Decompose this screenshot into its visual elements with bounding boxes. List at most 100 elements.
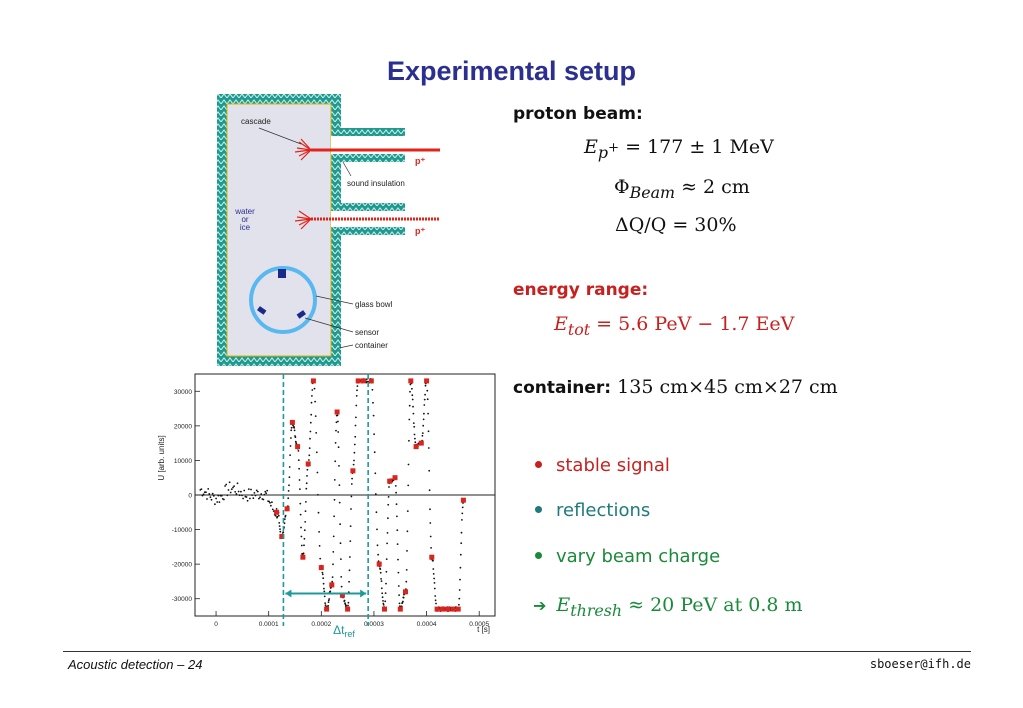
signal-point (271, 508, 274, 511)
signal-point (422, 424, 425, 427)
signal-point (253, 492, 256, 494)
sample-marker (424, 378, 430, 384)
signal-point (309, 421, 312, 424)
signal-point (205, 491, 207, 494)
signal-point (405, 569, 408, 571)
signal-point (201, 494, 204, 497)
signal-point (434, 599, 437, 602)
signal-point (278, 522, 281, 524)
signal-point (423, 404, 426, 406)
sample-marker (345, 606, 351, 612)
sample-marker (289, 419, 295, 425)
signal-point (347, 604, 349, 607)
signal-point (290, 429, 293, 432)
signal-point (412, 412, 415, 415)
signal-point (338, 465, 340, 467)
signal-point (434, 595, 437, 597)
signal-point (380, 578, 382, 580)
sample-marker (350, 468, 356, 474)
signal-point (429, 522, 432, 524)
signal-point (298, 479, 301, 481)
signal-point (408, 404, 411, 407)
glass-bowl (249, 266, 317, 334)
sensor-top (278, 269, 286, 278)
beam-energy-equation: Ep+ = 177 ± 1 MeV (584, 136, 774, 162)
signal-point (328, 598, 331, 600)
signal-point (332, 563, 334, 566)
signal-point (230, 488, 233, 491)
signal-point (460, 542, 463, 545)
signal-point (323, 595, 326, 598)
signal-point (319, 557, 322, 560)
signal-point (405, 580, 408, 583)
signal-point (288, 484, 290, 487)
signal-point (429, 535, 432, 538)
signal-point (412, 405, 414, 408)
signal-point (305, 487, 308, 490)
signal-point (287, 490, 290, 492)
signal-point (349, 556, 351, 558)
signal-point (387, 503, 390, 506)
signal-point (340, 558, 342, 560)
signal-point (324, 602, 326, 604)
signal-point (429, 508, 431, 511)
signal-point (338, 501, 341, 504)
bullet-reflections: reflections (535, 500, 650, 521)
signal-point (348, 580, 350, 583)
signal-point (412, 422, 415, 424)
signal-point (380, 587, 383, 590)
signal-point (224, 485, 226, 487)
signal-point (339, 523, 341, 526)
signal-point (313, 387, 316, 390)
signal-point (350, 495, 353, 498)
signal-point (397, 585, 400, 587)
signal-point (379, 571, 382, 574)
signal-point (337, 446, 340, 449)
signal-point (433, 582, 436, 584)
signal-point (318, 545, 321, 547)
sample-marker (339, 592, 345, 598)
signal-point (413, 433, 416, 436)
signal-point (264, 490, 267, 493)
y-axis-label: U [arb. units] (157, 435, 166, 480)
signal-point (323, 590, 326, 593)
signal-point (218, 501, 221, 503)
sample-marker (397, 606, 403, 612)
signal-point (227, 489, 230, 491)
signal-point (382, 600, 384, 602)
signal-point (397, 558, 399, 561)
signal-point (373, 433, 375, 436)
signal-point (214, 503, 216, 506)
signal-point (414, 437, 416, 440)
footer-email: sboeser@ifh.de (869, 657, 971, 671)
signal-point (275, 508, 278, 510)
signal-point (356, 385, 359, 387)
signal-point (332, 551, 335, 553)
signal-point (331, 580, 334, 583)
signal-point (409, 383, 412, 386)
sample-marker (439, 606, 445, 612)
sample-marker (368, 378, 374, 384)
x-tick-label: 0.0005 (469, 621, 489, 628)
signal-point (384, 600, 387, 603)
signal-point (406, 510, 409, 512)
signal-point (396, 515, 398, 518)
signal-point (299, 513, 302, 516)
signal-point (334, 460, 337, 463)
sample-marker (445, 606, 451, 612)
signal-point (237, 490, 240, 493)
signal-point (323, 587, 325, 590)
signal-point (232, 486, 234, 489)
signal-point (309, 430, 312, 433)
y-tick-label: 10000 (174, 458, 192, 465)
signal-point (305, 482, 308, 485)
signal-point (340, 576, 343, 578)
sample-marker (300, 554, 306, 560)
signal-point (422, 418, 425, 421)
signal-point (311, 395, 313, 397)
signal-point (356, 389, 358, 392)
signal-point (250, 488, 252, 491)
signal-point (258, 497, 260, 500)
signal-point (297, 459, 300, 462)
signal-point (229, 491, 232, 494)
